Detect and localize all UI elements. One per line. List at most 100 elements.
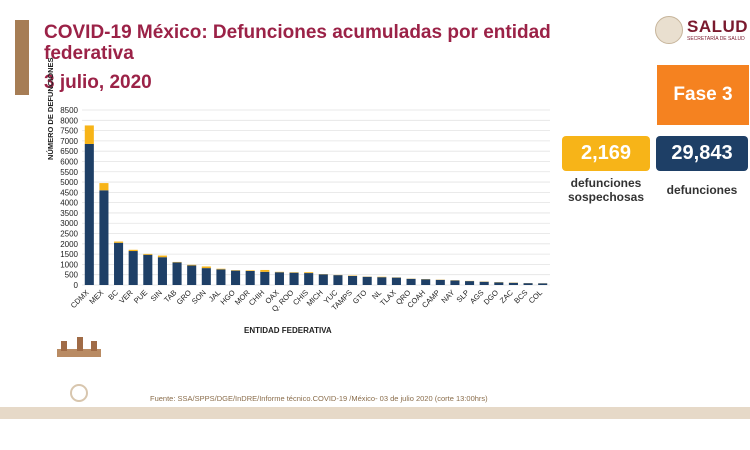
chart-grid (82, 109, 550, 286)
bar-confirmed (289, 272, 299, 285)
y-tick-label: 6500 (60, 147, 78, 156)
bar-confirmed (260, 271, 270, 285)
x-tick-label: GRO (175, 288, 194, 307)
salud-logo: SALUD SECRETARÍA DE SALUD (655, 16, 750, 46)
confirmed-deaths-value: 29,843 (656, 136, 748, 171)
logo-subtitle: SECRETARÍA DE SALUD (687, 36, 745, 42)
y-tick-label: 5500 (60, 168, 78, 177)
y-tick-label: 1000 (60, 260, 78, 269)
bar-confirmed (450, 280, 460, 285)
x-axis-label: ENTIDAD FEDERATIVA (244, 326, 332, 335)
x-tick-label: HGO (219, 288, 238, 307)
y-tick-label: 8000 (60, 116, 78, 125)
bar-suspected (260, 269, 270, 272)
y-tick-label: 6000 (60, 157, 78, 166)
bar-suspected (216, 268, 226, 270)
y-tick-label: 3000 (60, 219, 78, 228)
bar-confirmed (99, 190, 109, 285)
bar-confirmed (84, 143, 94, 285)
x-tick-label: CHIH (247, 288, 266, 307)
bar-confirmed (274, 272, 284, 285)
y-tick-label: 5000 (60, 178, 78, 187)
bar-suspected (187, 264, 197, 266)
x-tick-label: SLP (455, 288, 471, 304)
y-tick-label: 500 (65, 271, 79, 280)
bar-confirmed (318, 274, 328, 285)
y-tick-label: 8500 (60, 106, 78, 115)
building-illustration-icon (57, 337, 101, 402)
y-tick-label: 4000 (60, 199, 78, 208)
confirmed-deaths-label: defunciones (666, 183, 738, 197)
page-date: 3 julio, 2020 (44, 72, 152, 93)
y-tick-label: 7500 (60, 127, 78, 136)
y-tick-label: 4500 (60, 188, 78, 197)
bar-confirmed (362, 276, 372, 285)
bar-confirmed (421, 279, 431, 285)
bar-confirmed (187, 265, 197, 285)
y-tick-label: 2500 (60, 230, 78, 239)
bar-suspected (157, 255, 167, 258)
phase-badge: Fase 3 (657, 65, 749, 125)
suspected-deaths-label: defunciones sospechosas (567, 176, 645, 204)
bar-confirmed (143, 254, 153, 285)
bar-confirmed (538, 283, 548, 285)
bar-suspected (245, 270, 255, 271)
bar-confirmed (216, 269, 226, 285)
bar-confirmed (523, 283, 533, 285)
bar-confirmed (245, 271, 255, 285)
x-tick-label: COL (527, 288, 544, 305)
x-tick-label: SON (190, 288, 208, 306)
bar-confirmed (479, 281, 489, 285)
bar-suspected (143, 253, 153, 255)
x-tick-label: SIN (149, 288, 164, 303)
bar-suspected (114, 241, 124, 243)
y-tick-label: 0 (74, 281, 79, 290)
x-tick-label: DGO (482, 288, 501, 307)
y-tick-label: 1500 (60, 250, 78, 259)
bar-confirmed (348, 275, 358, 285)
bar-suspected (128, 249, 138, 252)
x-tick-label: VER (117, 288, 135, 306)
bar-confirmed (435, 279, 445, 285)
bar-confirmed (377, 277, 387, 285)
bar-confirmed (172, 262, 182, 285)
x-tick-label: ZAC (498, 288, 515, 305)
eagle-seal-icon (655, 16, 683, 44)
bar-confirmed (201, 268, 211, 285)
bottom-band (0, 407, 750, 419)
x-tick-label: NAY (439, 288, 456, 305)
x-tick-label: AGS (468, 288, 486, 306)
bar-confirmed (231, 270, 241, 285)
bar-confirmed (114, 242, 124, 285)
suspected-deaths-value: 2,169 (562, 136, 650, 171)
bar-confirmed (157, 257, 167, 285)
chart-bars (84, 125, 548, 285)
x-tick-label: MEX (87, 288, 105, 306)
source-note: Fuente: SSA/SPPS/DGE/InDRE/Informe técni… (150, 394, 488, 403)
x-tick-label: BCS (512, 288, 529, 305)
bar-confirmed (508, 282, 518, 285)
bar-suspected (304, 272, 314, 274)
y-axis-label: NÚMERO DE DEFUNCIONES (46, 57, 55, 160)
y-tick-label: 2000 (60, 240, 78, 249)
x-tick-label: PUE (132, 288, 149, 305)
x-tick-label: GTO (351, 288, 369, 306)
logo-text: SALUD (687, 17, 749, 36)
bar-confirmed (391, 277, 401, 285)
bar-confirmed (465, 281, 475, 285)
bar-suspected (84, 125, 94, 144)
bar-confirmed (128, 251, 138, 285)
bar-suspected (99, 183, 109, 191)
bar-confirmed (406, 278, 416, 285)
left-accent-bar (15, 20, 29, 95)
y-tick-label: 7000 (60, 137, 78, 146)
page-title: COVID-19 México: Defunciones acumuladas … (44, 22, 551, 64)
bar-confirmed (304, 273, 314, 285)
bar-confirmed (494, 282, 504, 285)
y-tick-label: 3500 (60, 209, 78, 218)
bar-confirmed (333, 275, 343, 285)
